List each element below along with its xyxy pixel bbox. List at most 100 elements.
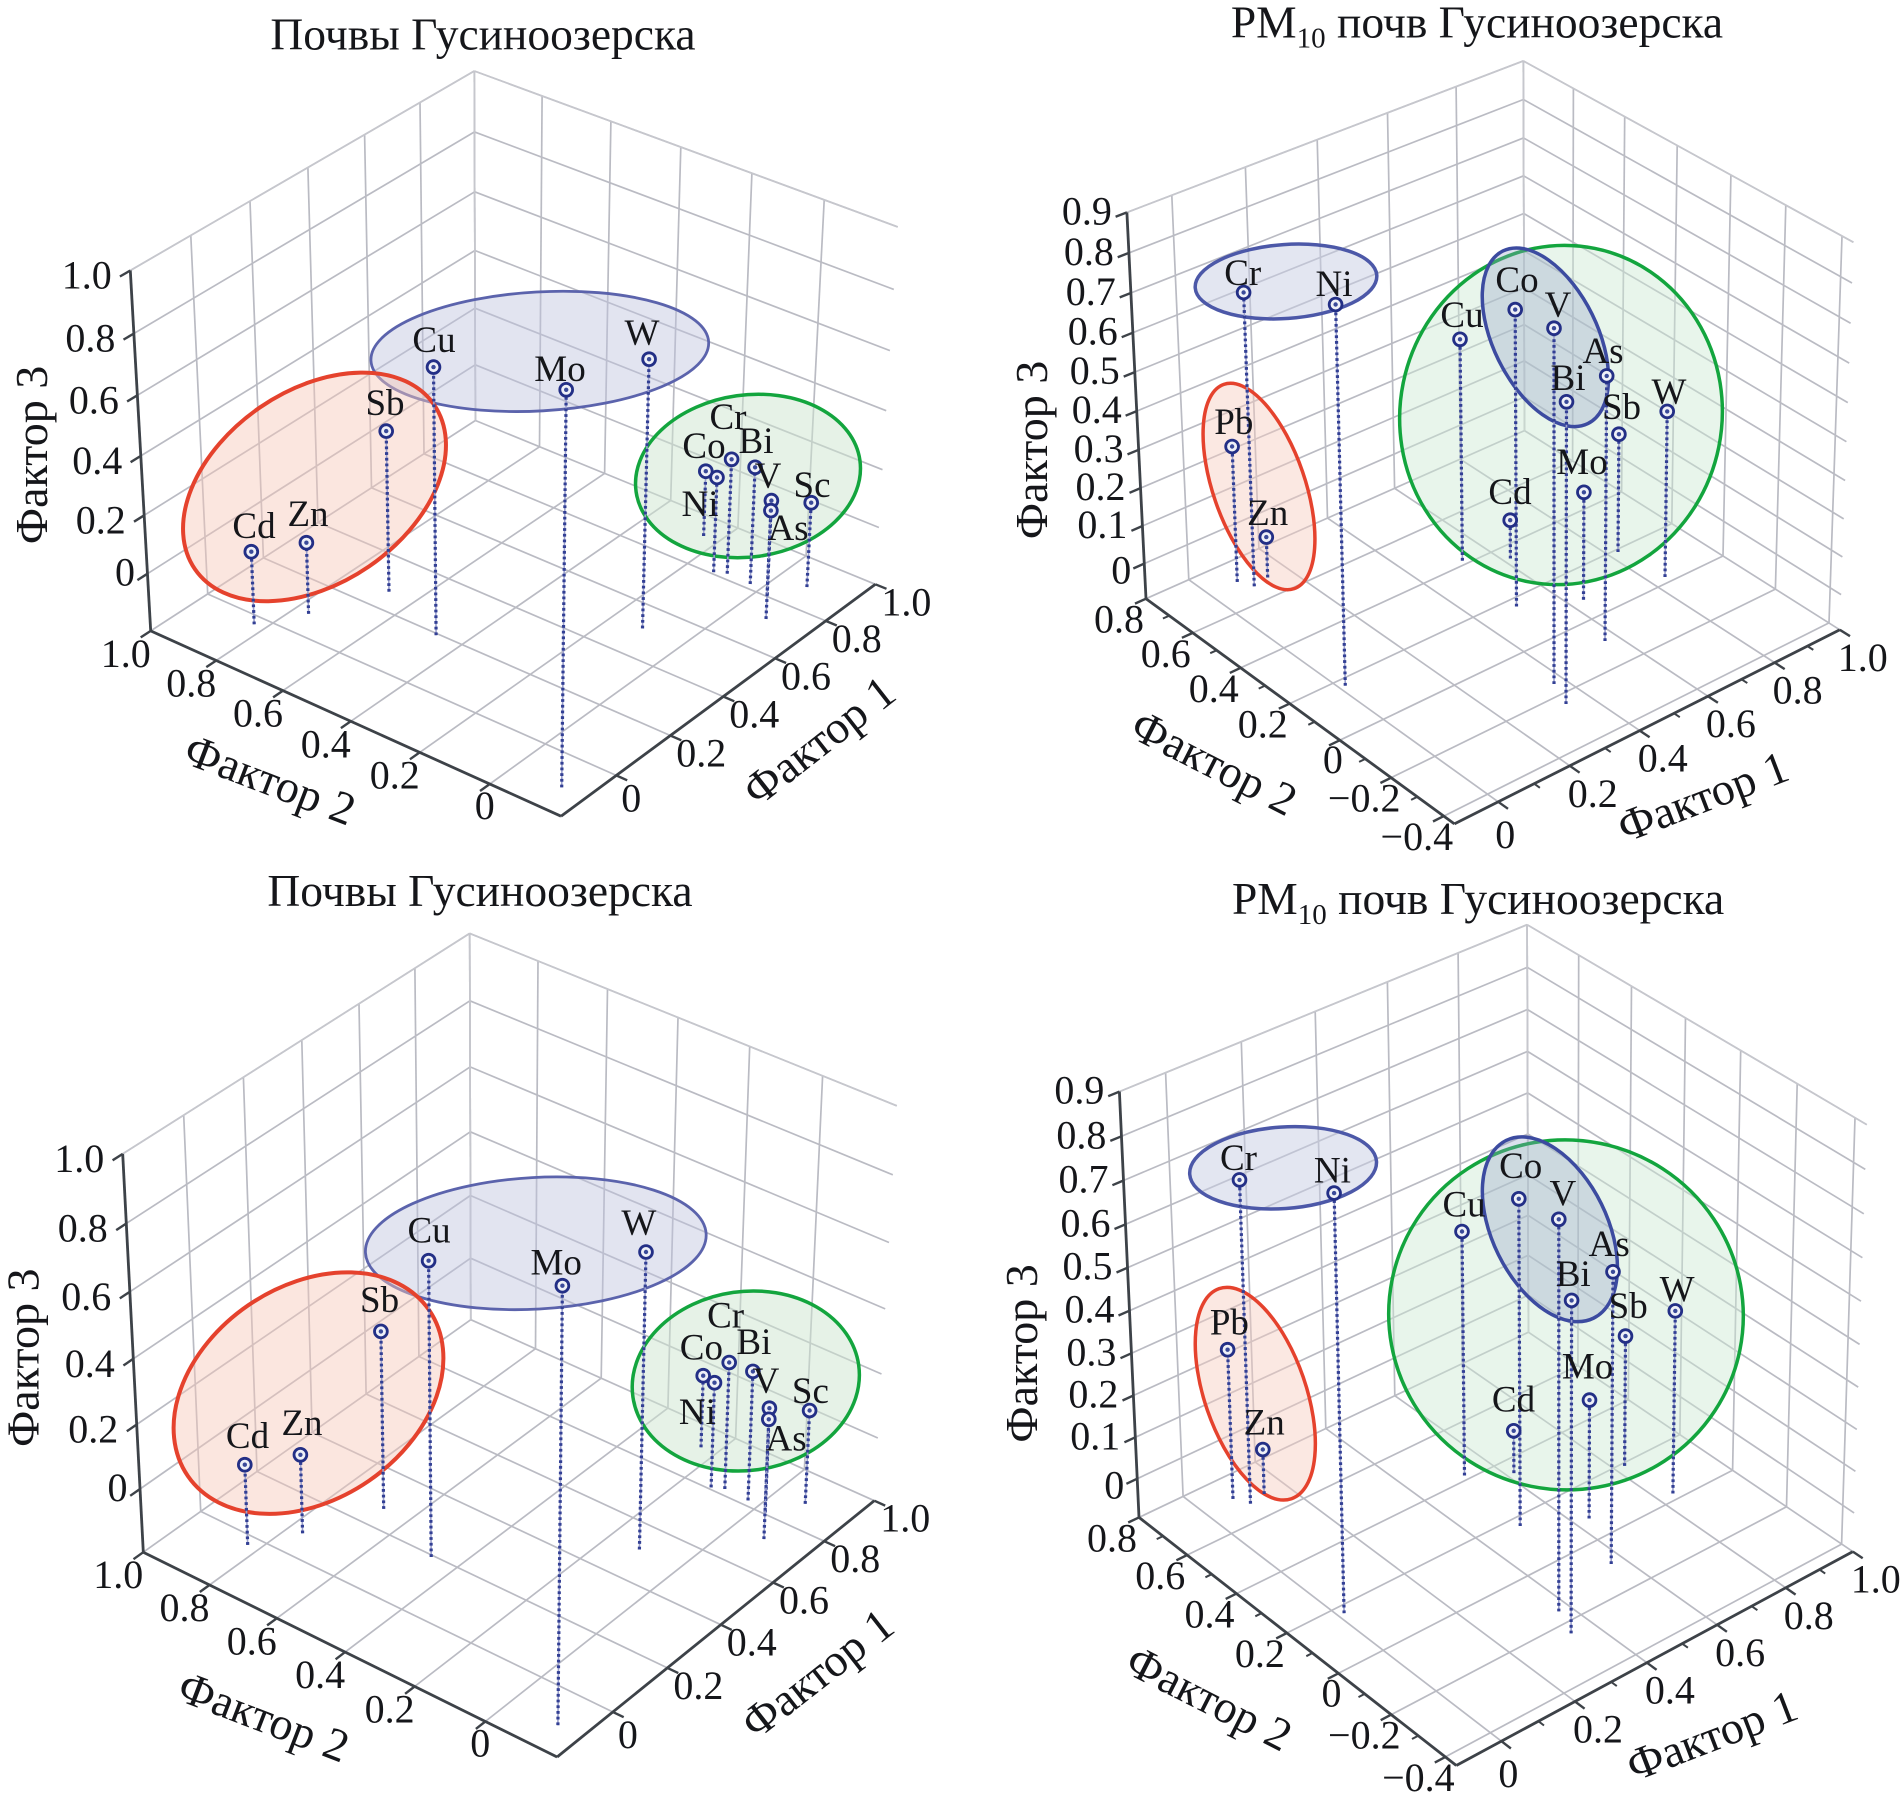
svg-text:0: 0 bbox=[108, 1465, 128, 1510]
svg-text:W: W bbox=[1652, 372, 1687, 413]
svg-text:0.8: 0.8 bbox=[830, 1536, 880, 1581]
svg-text:0: 0 bbox=[1323, 737, 1343, 782]
svg-text:Ni: Ni bbox=[1316, 264, 1353, 305]
svg-text:Ni: Ni bbox=[679, 1392, 716, 1433]
svg-text:0.8: 0.8 bbox=[65, 316, 115, 361]
svg-text:0: 0 bbox=[1495, 812, 1515, 857]
svg-text:Cd: Cd bbox=[1488, 472, 1532, 513]
svg-text:Pb: Pb bbox=[1210, 1302, 1249, 1343]
svg-text:0.2: 0.2 bbox=[370, 752, 420, 797]
svg-text:As: As bbox=[767, 508, 808, 549]
svg-text:0.2: 0.2 bbox=[1235, 1631, 1285, 1676]
svg-text:W: W bbox=[625, 313, 660, 354]
svg-text:Co: Co bbox=[1499, 1146, 1542, 1187]
svg-text:V: V bbox=[755, 456, 782, 497]
svg-text:0.6: 0.6 bbox=[61, 1274, 111, 1319]
svg-text:Почвы Гусиноозерска: Почвы Гусиноозерска bbox=[267, 865, 692, 916]
svg-text:V: V bbox=[753, 1361, 780, 1402]
svg-text:1.0: 1.0 bbox=[881, 579, 931, 624]
svg-text:0.4: 0.4 bbox=[1065, 1287, 1115, 1332]
svg-text:Co: Co bbox=[680, 1328, 723, 1369]
svg-text:Cd: Cd bbox=[232, 506, 276, 547]
svg-text:Bi: Bi bbox=[736, 1322, 771, 1363]
svg-text:0: 0 bbox=[1111, 548, 1131, 593]
svg-text:0.2: 0.2 bbox=[1238, 702, 1288, 747]
svg-text:0.8: 0.8 bbox=[1056, 1112, 1106, 1157]
svg-text:1.0: 1.0 bbox=[54, 1136, 104, 1181]
svg-text:0.8: 0.8 bbox=[1784, 1593, 1834, 1638]
svg-text:0.2: 0.2 bbox=[1068, 1372, 1118, 1417]
svg-text:V: V bbox=[1550, 1174, 1577, 1215]
svg-text:Mo: Mo bbox=[534, 349, 585, 390]
svg-text:0.4: 0.4 bbox=[72, 438, 122, 483]
svg-text:Cr: Cr bbox=[1220, 1138, 1257, 1179]
svg-text:0.8: 0.8 bbox=[160, 1585, 210, 1630]
svg-text:0.6: 0.6 bbox=[779, 1578, 829, 1623]
svg-text:Cu: Cu bbox=[408, 1211, 451, 1252]
svg-text:As: As bbox=[1589, 1224, 1630, 1265]
svg-text:Sc: Sc bbox=[794, 465, 831, 506]
svg-text:0.6: 0.6 bbox=[1061, 1200, 1111, 1245]
svg-text:W: W bbox=[621, 1203, 656, 1244]
svg-text:0.6: 0.6 bbox=[227, 1618, 277, 1663]
svg-text:0: 0 bbox=[115, 550, 135, 595]
svg-text:Cr: Cr bbox=[707, 1296, 744, 1337]
svg-text:Ni: Ni bbox=[682, 484, 719, 525]
svg-text:1.0: 1.0 bbox=[93, 1552, 143, 1597]
svg-text:0.6: 0.6 bbox=[69, 377, 119, 422]
svg-text:As: As bbox=[766, 1418, 807, 1459]
svg-text:Sb: Sb bbox=[1609, 1286, 1648, 1327]
svg-text:0.6: 0.6 bbox=[1715, 1630, 1765, 1675]
svg-text:0.4: 0.4 bbox=[1185, 1592, 1235, 1637]
svg-text:Mo: Mo bbox=[530, 1243, 581, 1284]
svg-text:0.3: 0.3 bbox=[1066, 1329, 1116, 1374]
svg-text:As: As bbox=[1582, 331, 1623, 372]
svg-text:Bi: Bi bbox=[1551, 358, 1586, 399]
svg-text:1.0: 1.0 bbox=[1838, 635, 1888, 680]
svg-text:0.6: 0.6 bbox=[781, 653, 831, 698]
svg-text:−0.4: −0.4 bbox=[1381, 814, 1454, 859]
svg-text:0: 0 bbox=[475, 783, 495, 828]
svg-text:Cu: Cu bbox=[1443, 1185, 1486, 1226]
svg-text:Cr: Cr bbox=[1224, 253, 1261, 294]
svg-text:0.4: 0.4 bbox=[301, 721, 351, 766]
svg-text:0.8: 0.8 bbox=[1773, 668, 1823, 713]
svg-text:Zn: Zn bbox=[287, 494, 328, 535]
svg-text:0.7: 0.7 bbox=[1059, 1157, 1109, 1202]
svg-text:0.5: 0.5 bbox=[1070, 348, 1120, 393]
svg-text:Cd: Cd bbox=[1492, 1380, 1536, 1421]
svg-text:Почвы Гусиноозерска: Почвы Гусиноозерска bbox=[270, 9, 695, 60]
svg-text:0.2: 0.2 bbox=[673, 1663, 723, 1708]
svg-text:Mo: Mo bbox=[1556, 442, 1607, 483]
svg-text:0.2: 0.2 bbox=[68, 1407, 118, 1452]
svg-text:0.4: 0.4 bbox=[729, 692, 779, 737]
svg-text:0.3: 0.3 bbox=[1074, 426, 1124, 471]
svg-text:0: 0 bbox=[1322, 1670, 1342, 1715]
svg-text:Ni: Ni bbox=[1314, 1150, 1351, 1191]
svg-text:0.2: 0.2 bbox=[676, 731, 726, 776]
svg-text:0: 0 bbox=[470, 1721, 490, 1766]
svg-text:Cu: Cu bbox=[412, 320, 455, 361]
svg-text:Zn: Zn bbox=[1244, 1403, 1285, 1444]
svg-text:0.7: 0.7 bbox=[1066, 269, 1116, 314]
svg-text:0.1: 0.1 bbox=[1070, 1413, 1120, 1458]
svg-text:0.8: 0.8 bbox=[1094, 597, 1144, 642]
svg-text:Zn: Zn bbox=[1247, 493, 1288, 534]
svg-text:Фактор 3: Фактор 3 bbox=[996, 1264, 1047, 1443]
svg-text:Фактор 3: Фактор 3 bbox=[0, 1269, 49, 1448]
svg-text:Фактор 3: Фактор 3 bbox=[6, 366, 57, 545]
svg-text:0.4: 0.4 bbox=[295, 1652, 345, 1697]
svg-text:Sb: Sb bbox=[360, 1280, 399, 1321]
svg-text:0.4: 0.4 bbox=[1638, 736, 1688, 781]
svg-text:0.9: 0.9 bbox=[1062, 188, 1112, 233]
svg-text:1.0: 1.0 bbox=[101, 631, 151, 676]
svg-text:0.4: 0.4 bbox=[1645, 1668, 1695, 1713]
svg-text:0.4: 0.4 bbox=[1072, 387, 1122, 432]
svg-text:0.9: 0.9 bbox=[1054, 1068, 1104, 1113]
svg-text:V: V bbox=[1545, 285, 1572, 326]
svg-text:0.4: 0.4 bbox=[727, 1620, 777, 1665]
svg-text:Pb: Pb bbox=[1214, 402, 1253, 443]
svg-text:0: 0 bbox=[1498, 1751, 1518, 1796]
svg-text:Cd: Cd bbox=[226, 1416, 270, 1457]
svg-text:0.6: 0.6 bbox=[1068, 309, 1118, 354]
